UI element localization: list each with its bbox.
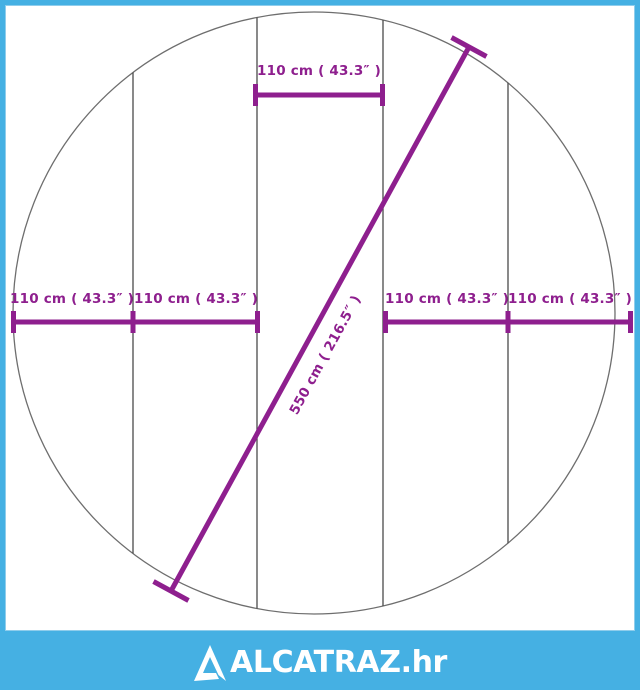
diagonal-endcap-bottom [152, 579, 190, 603]
diagonal-dimension-line [168, 45, 472, 593]
right-dimension-group: 110 cm ( 43.3″ ) 110 cm ( 43.3″ ) [383, 291, 633, 333]
width-dimension-label-4: 110 cm ( 43.3″ ) [508, 291, 632, 307]
left-dimension-group: 110 cm ( 43.3″ ) 110 cm ( 43.3″ ) [10, 291, 260, 333]
width-dimension-label-3: 110 cm ( 43.3″ ) [385, 291, 509, 307]
diagram-canvas: 110 cm ( 43.3″ ) 110 cm ( 43.3″ ) 110 cm… [10, 11, 633, 615]
width-dimension-label-1: 110 cm ( 43.3″ ) [10, 291, 134, 307]
brand-name: ALCATRAZ.hr [230, 645, 447, 680]
width-dimension-label-2: 110 cm ( 43.3″ ) [134, 291, 258, 307]
circle-outline [12, 11, 616, 615]
top-dimension-group: 110 cm ( 43.3″ ) [253, 63, 385, 106]
footer-brand: ALCATRAZ.hr [0, 636, 640, 690]
diagonal-dimension-group: 550 cm ( 216.5″ ) [152, 35, 488, 603]
top-dimension-label: 110 cm ( 43.3″ ) [257, 63, 381, 79]
triangle-a-logo-icon [194, 645, 227, 681]
diagonal-endcap-top [450, 35, 488, 59]
